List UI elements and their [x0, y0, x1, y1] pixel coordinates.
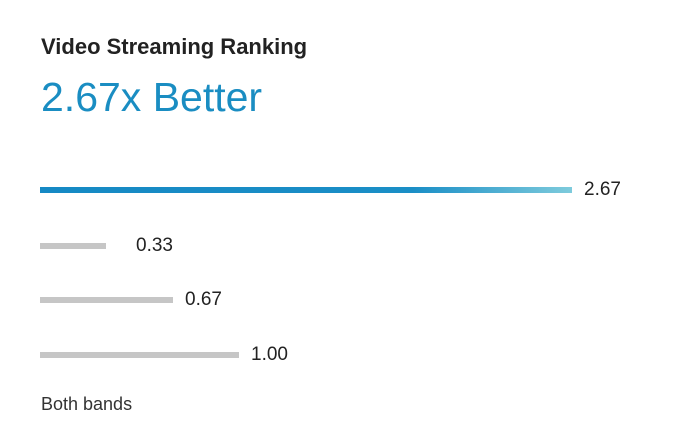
- bar-chart: 2.67 0.33 0.67 1.00: [40, 170, 660, 380]
- bar-value-label: 0.67: [185, 289, 222, 310]
- bar: [40, 352, 239, 358]
- bar-row: 0.33: [40, 234, 660, 258]
- footnote: Both bands: [41, 394, 133, 414]
- headline-metric: 2.67x Better: [41, 74, 263, 120]
- chart-title: Video Streaming Ranking: [41, 34, 308, 59]
- bar-value-label: 2.67: [584, 179, 621, 200]
- bar: [40, 297, 173, 303]
- bar-value-label: 1.00: [251, 344, 288, 365]
- bar-row: 0.67: [40, 288, 660, 312]
- bar-highlight: [40, 187, 572, 193]
- bar-row: 2.67: [40, 178, 660, 202]
- bar-row: 1.00: [40, 343, 660, 367]
- bar-value-label: 0.33: [136, 235, 173, 256]
- bar: [40, 243, 106, 249]
